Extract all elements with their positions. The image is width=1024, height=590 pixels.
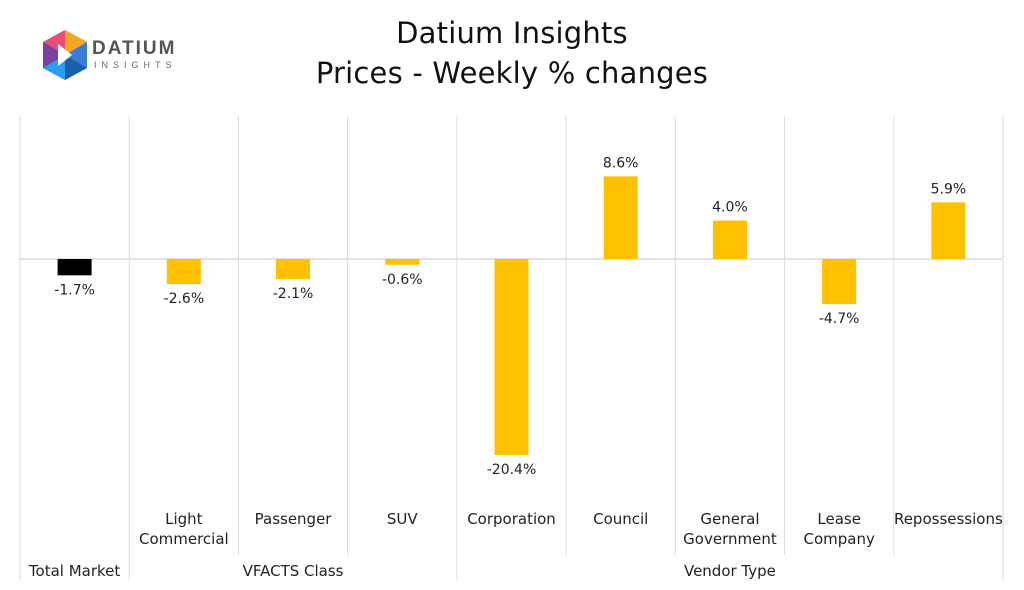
group-label: Vendor Type: [684, 562, 776, 580]
datium-logo: DATIUM INSIGHTS: [40, 28, 190, 82]
bar-1: [166, 259, 201, 284]
chart-title-line1: Datium Insights: [396, 16, 628, 50]
data-label: -0.6%: [382, 272, 423, 288]
category-label: Government: [683, 530, 777, 548]
logo-wordmark: DATIUM: [92, 38, 177, 59]
data-label: -4.7%: [819, 311, 860, 327]
group-label: VFACTS Class: [243, 562, 344, 580]
category-label: Company: [803, 530, 874, 548]
bar-3: [385, 259, 420, 265]
category-label: General: [700, 510, 759, 528]
category-label: Repossessions: [894, 510, 1003, 528]
bar-4: [494, 259, 529, 455]
chart-title-line2: Prices - Weekly % changes: [315, 56, 709, 90]
data-label: -2.1%: [273, 286, 314, 302]
data-label: -2.6%: [164, 291, 205, 307]
data-label: 8.6%: [603, 155, 639, 171]
bar-2: [276, 259, 311, 280]
category-label: Lease: [817, 510, 861, 528]
category-label: Passenger: [255, 510, 333, 528]
category-label: SUV: [387, 510, 419, 528]
data-label: -20.4%: [487, 462, 537, 478]
data-label: 5.9%: [931, 181, 967, 197]
bar-8: [931, 202, 966, 259]
category-label: Commercial: [139, 530, 229, 548]
category-label: Corporation: [467, 510, 556, 528]
bar-5: [603, 176, 638, 259]
datium-logo-mark-icon: [43, 30, 87, 80]
group-label: Total Market: [28, 562, 120, 580]
category-label: Light: [165, 510, 203, 528]
bar-7: [822, 259, 857, 305]
bar-0: [57, 259, 92, 276]
bar-6: [712, 220, 747, 259]
logo-subtext: INSIGHTS: [94, 60, 177, 70]
category-label: Council: [593, 510, 648, 528]
data-label: 4.0%: [712, 200, 748, 216]
data-label: -1.7%: [54, 282, 95, 298]
